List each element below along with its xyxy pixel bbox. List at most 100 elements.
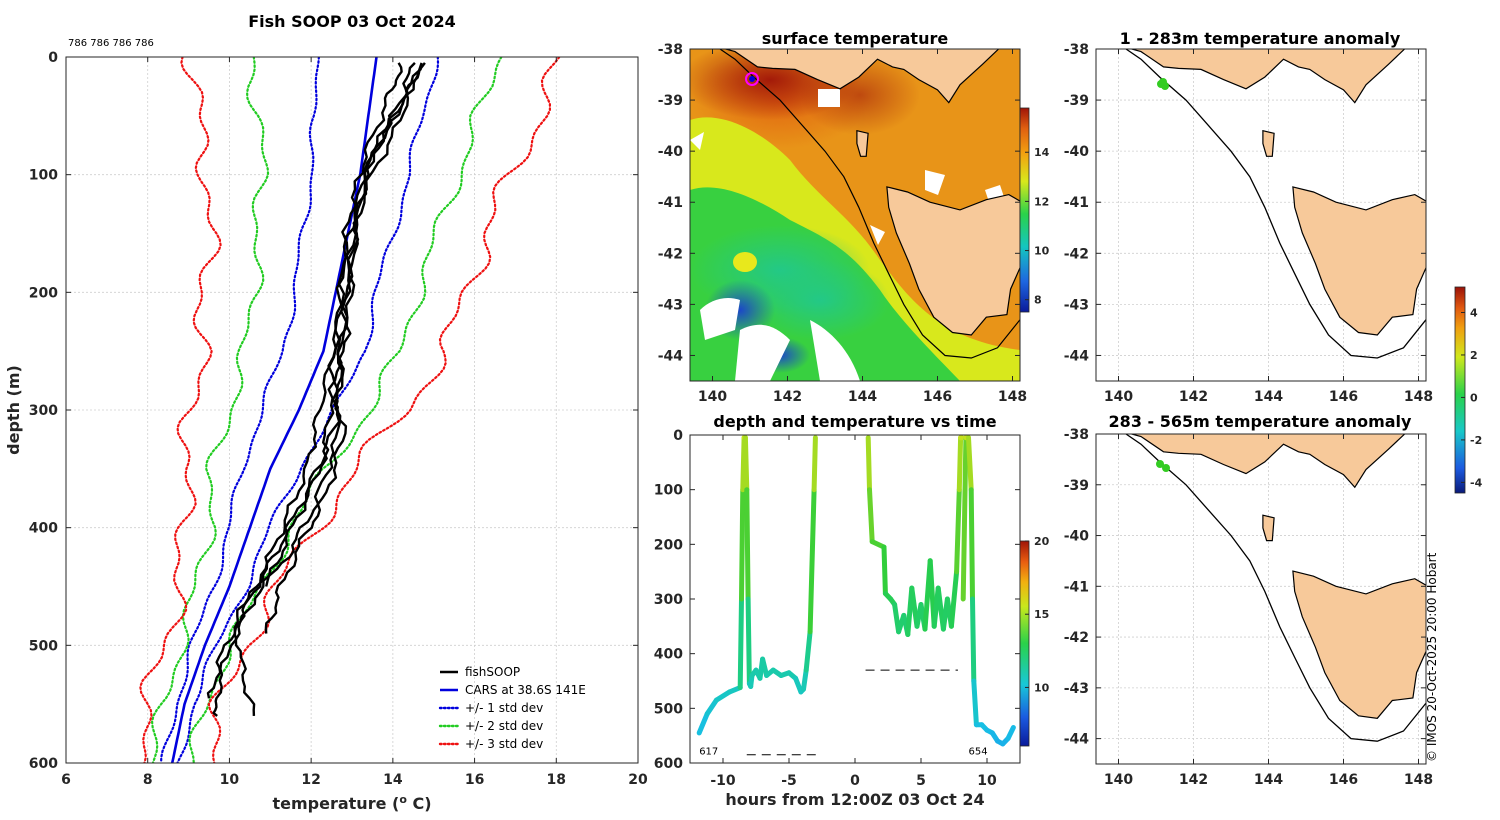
- depth-time-point: [811, 435, 818, 493]
- sst-colorbar-ticks: 8 10 12 14: [1025, 146, 1050, 307]
- sst-field: [690, 49, 1020, 381]
- anomaly-upper-x-tick-label: 148: [1404, 389, 1433, 405]
- depth-time-panel: depth and temperature vs time -10 -5 0 5 100…: [654, 412, 1050, 809]
- depth-time-point: [801, 667, 809, 692]
- anomaly-lower-y-tick-label: -42: [1064, 630, 1089, 646]
- depth-time-point: [1005, 725, 1016, 741]
- anomaly-colorbar-tick-label: 0: [1470, 391, 1478, 404]
- anomaly-upper-x-tick-label: 146: [1329, 389, 1358, 405]
- anomaly-lower-shelf-contour: [1125, 434, 1426, 742]
- credit-text: © IMOS 20-Oct-2025 20:00 Hobart: [1425, 552, 1439, 762]
- anomaly-colorbar-ticks: 4 2 0 -2 -4: [1461, 306, 1483, 489]
- depth-time-point: [954, 487, 962, 575]
- depth-time-point: [948, 569, 960, 629]
- sst-x-tick-label: 148: [998, 389, 1027, 405]
- profile-y-tick-label: 0: [48, 50, 58, 66]
- profile-y-tick-label: 100: [29, 168, 58, 184]
- legend-label: +/- 3 std dev: [465, 737, 543, 751]
- depth-time-point: [867, 487, 875, 545]
- sst-x-tick-label: 146: [923, 389, 952, 405]
- anomaly-upper-ticks: 140 142 144 146 148 -38 -39 -40 -41 -42 -43 -44: [1064, 42, 1433, 405]
- sst-y-tick-label: -38: [658, 42, 683, 58]
- sst-king-island: [856, 129, 869, 157]
- sst-y-tick-label: -41: [658, 195, 683, 211]
- depth-time-point: [970, 596, 977, 684]
- depth-time-point: [881, 544, 888, 596]
- anomaly-upper-y-tick-label: -38: [1064, 42, 1089, 58]
- profile-x-tick-label: 8: [143, 772, 153, 788]
- depth-time-y-tick-label: 100: [654, 483, 683, 499]
- sst-x-tick-label: 142: [773, 389, 802, 405]
- depth-time-y-tick-label: 400: [654, 647, 683, 663]
- sst-y-tick-label: -43: [658, 297, 683, 313]
- profile-legend: fishSOOP CARS at 38.6S 141E +/- 1 std dev +…: [438, 665, 586, 751]
- profile-x-tick-label: 6: [61, 772, 71, 788]
- sst-x-tick-label: 140: [698, 389, 727, 405]
- fish-profile-line: [234, 62, 423, 716]
- anomaly-lower-y-tick-label: -39: [1064, 478, 1089, 494]
- sst-x-tick-label: 144: [848, 389, 877, 405]
- depth-time-point: [803, 629, 813, 673]
- anomaly-upper-king-island: [1262, 129, 1275, 157]
- anomaly-colorbar-tick-label: -2: [1470, 434, 1482, 447]
- depth-time-y-tick-label: 0: [673, 428, 683, 444]
- depth-time-y-tick-label: 300: [654, 592, 683, 608]
- depth-time-point: [745, 596, 752, 687]
- anomaly-upper-dot: [1159, 78, 1167, 86]
- sst-colorbar-tick-label: 14: [1034, 146, 1050, 159]
- depth-time-point: [956, 435, 964, 493]
- profile-title: Fish SOOP 03 Oct 2024: [248, 12, 456, 31]
- std-dev-one-lower-line: [160, 57, 320, 763]
- anomaly-lower-panel: 283 - 565m temperature anomaly 140 142 144…: [1064, 412, 1433, 788]
- anomaly-lower-y-tick-label: -40: [1064, 529, 1090, 545]
- sst-ticks: 140 142 144 146 148 -38 -39 -40 -41 -42 -43 -44: [658, 42, 1027, 405]
- anomaly-upper-grid: [1096, 48, 1426, 381]
- profile-x-tick-label: 16: [465, 772, 484, 788]
- anomaly-lower-king-island: [1262, 514, 1275, 542]
- profile-end-label: 654: [969, 747, 988, 758]
- anomaly-lower-y-tick-label: -43: [1064, 681, 1089, 697]
- anomaly-lower-ticks: 140 142 144 146 148 -38 -39 -40 -41 -42 -43 -44: [1064, 427, 1433, 788]
- profile-start-label: 617: [699, 747, 718, 758]
- depth-time-series: [696, 435, 1016, 747]
- depth-time-point: [742, 435, 750, 493]
- anomaly-upper-y-tick-label: -40: [1064, 144, 1090, 160]
- time-colorbar-ticks: 10 15 20: [1025, 535, 1050, 694]
- anomaly-lower-x-tick-label: 148: [1404, 772, 1433, 788]
- sst-title: surface temperature: [762, 29, 949, 48]
- anomaly-upper-tasmania: [1292, 186, 1426, 336]
- anomaly-lower-dot: [1156, 460, 1164, 468]
- depth-time-point: [960, 435, 969, 602]
- sst-panel: surface temperature: [658, 29, 1050, 405]
- anomaly-upper-frame: [1095, 48, 1427, 382]
- depth-time-title: depth and temperature vs time: [713, 412, 996, 431]
- depth-time-point: [704, 697, 719, 717]
- sst-colorbar: [1019, 107, 1030, 313]
- anomaly-upper-x-tick-label: 140: [1104, 389, 1133, 405]
- anomaly-colorbar: [1454, 286, 1466, 494]
- sst-shelf-contour: [719, 49, 1020, 359]
- time-colorbar-tick-label: 15: [1034, 608, 1049, 621]
- time-colorbar: [1019, 540, 1030, 747]
- anomaly-upper-y-tick-label: -41: [1064, 195, 1089, 211]
- depth-time-point: [744, 487, 751, 602]
- anomaly-lower-frame: [1095, 433, 1427, 765]
- time-colorbar-tick-label: 10: [1034, 681, 1050, 694]
- legend-label: +/- 2 std dev: [465, 719, 543, 733]
- depth-time-point: [968, 487, 975, 602]
- std-dev-three-lower-line: [139, 57, 222, 763]
- anomaly-upper-mainland: [1129, 49, 1406, 104]
- profile-ylabel: depth (m): [4, 365, 23, 455]
- depth-time-x-tick-label: 5: [916, 773, 926, 789]
- depth-time-x-tick-label: 0: [850, 773, 860, 789]
- boat-position-marker: [745, 72, 759, 86]
- depth-time-point: [713, 689, 733, 703]
- depth-time-dashed-lines: [746, 669, 958, 756]
- depth-time-y-tick-label: 500: [654, 701, 683, 717]
- profile-ids: 786 786 786 786: [68, 38, 154, 49]
- sst-tasmania: [886, 186, 1020, 336]
- anomaly-upper-shelf-contour: [1125, 49, 1426, 359]
- legend-label: CARS at 38.6S 141E: [465, 683, 586, 697]
- sst-mainland: [723, 49, 1000, 104]
